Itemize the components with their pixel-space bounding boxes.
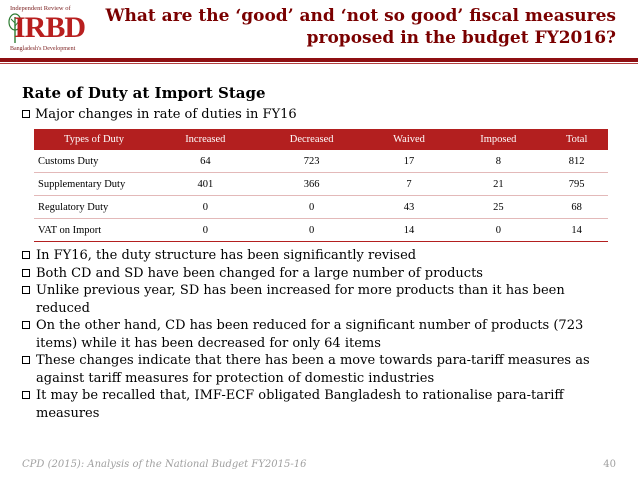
table-cell: 0 bbox=[154, 195, 257, 219]
table-header-row: Types of Duty Increased Decreased Waived… bbox=[34, 129, 608, 150]
table-row: Customs Duty 64 723 17 8 812 bbox=[34, 150, 608, 173]
title-divider bbox=[0, 58, 638, 62]
checkbox-bullet-icon bbox=[22, 356, 30, 364]
table-cell: 812 bbox=[545, 150, 608, 173]
table-cell: 723 bbox=[256, 150, 367, 173]
table-cell: 795 bbox=[545, 172, 608, 196]
checkbox-bullet-icon bbox=[22, 251, 30, 259]
table-header-cell: Types of Duty bbox=[34, 129, 154, 150]
table-cell: 366 bbox=[256, 172, 367, 196]
list-item-text: On the other hand, CD has been reduced f… bbox=[36, 318, 584, 351]
table-cell: 14 bbox=[366, 218, 452, 242]
checkbox-bullet-icon bbox=[22, 110, 30, 118]
table-cell: 43 bbox=[366, 195, 452, 219]
table-row: VAT on Import 0 0 14 0 14 bbox=[34, 218, 608, 242]
footer-citation: CPD (2015): Analysis of the National Bud… bbox=[22, 459, 307, 470]
table-cell: 0 bbox=[154, 218, 257, 242]
list-item: Unlike previous year, SD has been increa… bbox=[22, 282, 622, 317]
table-row: Regulatory Duty 0 0 43 25 68 bbox=[34, 195, 608, 219]
table-cell: 64 bbox=[154, 150, 257, 173]
table-cell: 68 bbox=[545, 195, 608, 219]
list-item: These changes indicate that there has be… bbox=[22, 352, 622, 387]
table-cell: Supplementary Duty bbox=[34, 172, 154, 196]
list-item-text: These changes indicate that there has be… bbox=[36, 353, 590, 386]
list-item: On the other hand, CD has been reduced f… bbox=[22, 317, 622, 352]
table-cell: 21 bbox=[451, 172, 546, 196]
logo-bottom-text: Bangladesh's Development bbox=[10, 46, 76, 52]
table-cell: VAT on Import bbox=[34, 218, 154, 242]
checkbox-bullet-icon bbox=[22, 286, 30, 294]
table-cell: Customs Duty bbox=[34, 150, 154, 173]
table-cell: 8 bbox=[451, 150, 546, 173]
table-cell: 0 bbox=[256, 218, 367, 242]
table-header-cell: Decreased bbox=[256, 129, 367, 150]
slide-title: What are the ‘good’ and ‘not so good’ fi… bbox=[105, 6, 616, 48]
list-item-text: Unlike previous year, SD has been increa… bbox=[36, 283, 565, 316]
table-cell: 7 bbox=[366, 172, 452, 196]
intro-bullet-text: Major changes in rate of duties in FY16 bbox=[35, 107, 297, 122]
table-header-cell: Increased bbox=[154, 129, 257, 150]
tree-icon bbox=[8, 13, 22, 43]
list-item: Both CD and SD have been changed for a l… bbox=[22, 265, 622, 283]
table-cell: 401 bbox=[154, 172, 257, 196]
page-number: 40 bbox=[603, 459, 616, 470]
logo-top-text: Independent Review of bbox=[10, 5, 71, 12]
table-header-cell: Total bbox=[545, 129, 608, 150]
table-cell: 14 bbox=[545, 218, 608, 242]
list-item-text: It may be recalled that, IMF-ECF obligat… bbox=[36, 388, 564, 421]
section-heading: Rate of Duty at Import Stage bbox=[22, 84, 266, 102]
duty-rate-table: Types of Duty Increased Decreased Waived… bbox=[34, 129, 608, 242]
table-cell: 25 bbox=[451, 195, 546, 219]
table-header-cell: Imposed bbox=[451, 129, 546, 150]
table-cell: 0 bbox=[451, 218, 546, 242]
irbd-logo: Independent Review of IRBD Bangladesh's … bbox=[8, 5, 88, 55]
checkbox-bullet-icon bbox=[22, 391, 30, 399]
list-item-text: Both CD and SD have been changed for a l… bbox=[36, 265, 483, 281]
bullet-list: In FY16, the duty structure has been sig… bbox=[22, 247, 622, 422]
table-cell: 0 bbox=[256, 195, 367, 219]
logo-letters: IRBD bbox=[14, 11, 86, 44]
intro-bullet: Major changes in rate of duties in FY16 bbox=[22, 107, 297, 122]
table-cell: Regulatory Duty bbox=[34, 195, 154, 219]
list-item-text: In FY16, the duty structure has been sig… bbox=[36, 248, 417, 263]
list-item: In FY16, the duty structure has been sig… bbox=[22, 247, 622, 265]
title-divider-thin bbox=[0, 63, 638, 64]
checkbox-bullet-icon bbox=[22, 268, 30, 277]
table-row: Supplementary Duty 401 366 7 21 795 bbox=[34, 172, 608, 196]
list-item: It may be recalled that, IMF-ECF obligat… bbox=[22, 387, 622, 422]
checkbox-bullet-icon bbox=[22, 321, 30, 329]
table-cell: 17 bbox=[366, 150, 452, 173]
table-header-cell: Waived bbox=[366, 129, 452, 150]
